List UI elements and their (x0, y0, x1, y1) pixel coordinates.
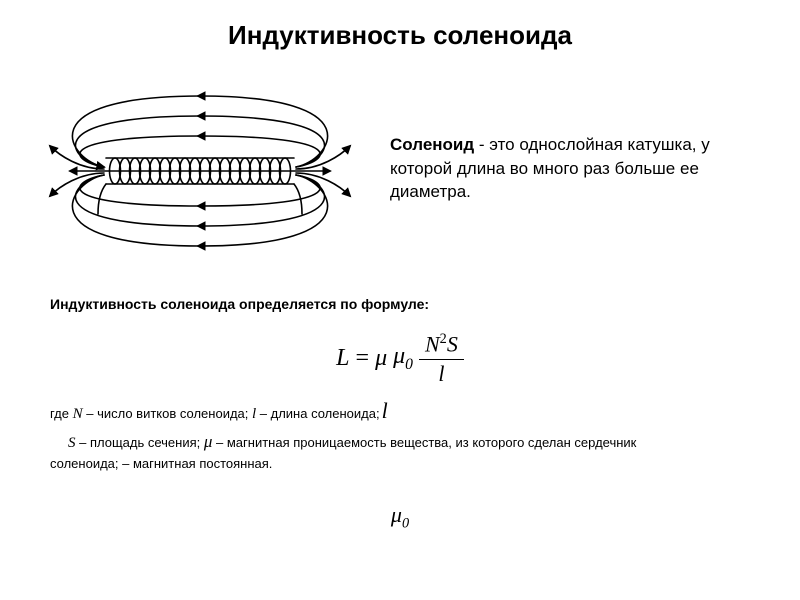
legend-line2: S – площадь сечения; μ – магнитная прони… (68, 429, 760, 455)
definition-term: Соленоид (390, 135, 474, 154)
formula-mu: μ (375, 345, 387, 372)
legend-line1: где N – число витков соленоида; l – длин… (50, 394, 760, 427)
formula-mu0: μ0 (393, 343, 413, 374)
page-title: Индуктивность соленоида (40, 20, 760, 51)
top-section: Соленоид - это однослойная катушка, у ко… (40, 81, 760, 256)
formula-eq: = (356, 345, 370, 372)
solenoid-diagram (40, 81, 360, 256)
definition-text: Соленоид - это однослойная катушка, у ко… (390, 133, 760, 204)
formula-fraction: N2S l (419, 332, 464, 386)
formula-intro: Индуктивность соленоида определяется по … (50, 296, 760, 312)
formula: L = μμ0 N2S l (40, 332, 760, 386)
formula-L: L (336, 345, 349, 372)
mu0-constant: μ0 (40, 502, 760, 532)
definition-dash: - (474, 135, 489, 154)
legend: где N – число витков соленоида; l – длин… (50, 394, 760, 474)
legend-line3: соленоида; – магнитная постоянная. (50, 454, 760, 474)
